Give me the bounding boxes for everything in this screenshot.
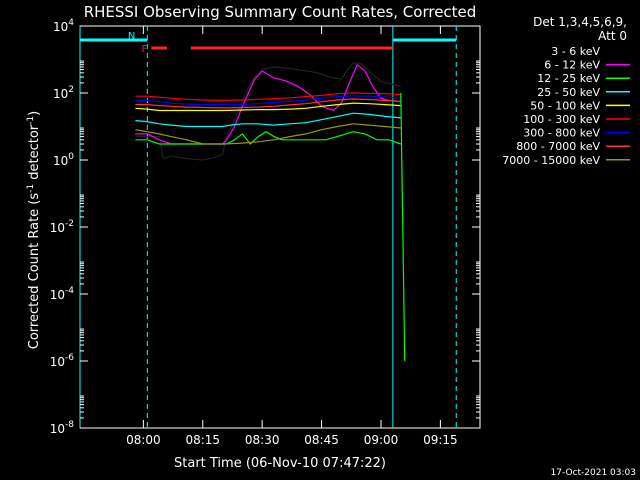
y-tick-exponent: 2 [68,85,74,95]
legend-header-line2: Att 0 [598,29,627,43]
y-tick-exponent: -6 [65,353,74,363]
y-tick-exponent: -8 [65,420,74,430]
y-axis-label-end: ) [27,111,42,116]
y-axis-label-sup1: -1 [26,184,36,193]
series-line [135,98,401,109]
series-line [135,130,401,145]
y-tick-base: 10 [53,154,68,168]
y-tick-label: 10-6 [50,353,75,369]
y-tick-exponent: 4 [68,18,74,28]
y-tick-label: 102 [53,85,74,101]
series-line [135,102,401,112]
legend-label: 50 - 100 keV [530,99,600,112]
y-tick-exponent: -2 [65,219,74,229]
legend-label: 800 - 7000 keV [516,140,600,153]
y-axis-label-sup2: -1 [26,116,36,125]
y-tick-exponent: -4 [65,286,74,296]
x-tick-label: 08:45 [304,433,339,447]
y-tick-label: 10-8 [50,420,75,436]
y-tick-base: 10 [53,87,68,101]
legend-label: 6 - 12 keV [544,59,600,72]
legend-header-line1: Det 1,3,4,5,6,9, [533,15,627,29]
x-tick-label: 08:00 [126,433,161,447]
series-line [135,92,401,102]
x-tick-label: 08:30 [245,433,280,447]
flag-label: F [142,44,148,55]
date-stamp: 17-Oct-2021 03:03 [551,468,636,478]
decay-line [400,92,406,362]
flag-label: N [128,31,135,42]
y-axis-label-main: Corrected Count Rate (s [27,193,42,350]
y-tick-base: 10 [53,20,68,34]
series-line [135,95,401,106]
y-tick-label: 10-2 [50,219,74,235]
chart-title: RHESSI Observing Summary Count Rates, Co… [84,3,477,21]
x-axis-label: Start Time (06-Nov-10 07:47:22) [174,456,386,471]
y-tick-label: 100 [53,152,74,168]
legend-label: 12 - 25 keV [537,72,600,85]
y-axis-label: Corrected Count Rate (s-1 detector-1) [26,111,42,349]
legend-label: 25 - 50 keV [537,86,600,99]
y-axis-label-mid: detector [27,124,42,184]
x-axis: 08:00 08:15 08:30 08:45 09:00 09:15 [126,26,458,447]
legend-label: 7000 - 15000 keV [502,154,600,167]
y-tick-label: 10-4 [50,286,75,302]
series-line [135,112,401,128]
series-line [135,62,401,161]
y-tick-exponent: 0 [68,152,74,162]
x-tick-label: 08:15 [185,433,220,447]
legend-label: 300 - 800 keV [523,127,600,140]
series-line [135,123,401,145]
y-tick-base: 10 [50,221,65,235]
series-layer [135,62,406,362]
y-tick-base: 10 [50,288,65,302]
x-tick-label: 09:00 [364,433,399,447]
y-tick-base: 10 [50,422,65,436]
legend-label: 3 - 6 keV [551,45,600,58]
y-tick-base: 10 [50,355,65,369]
y-tick-label: 104 [53,18,74,34]
legend-label: 100 - 300 keV [523,113,600,126]
x-tick-label: 09:15 [423,433,458,447]
